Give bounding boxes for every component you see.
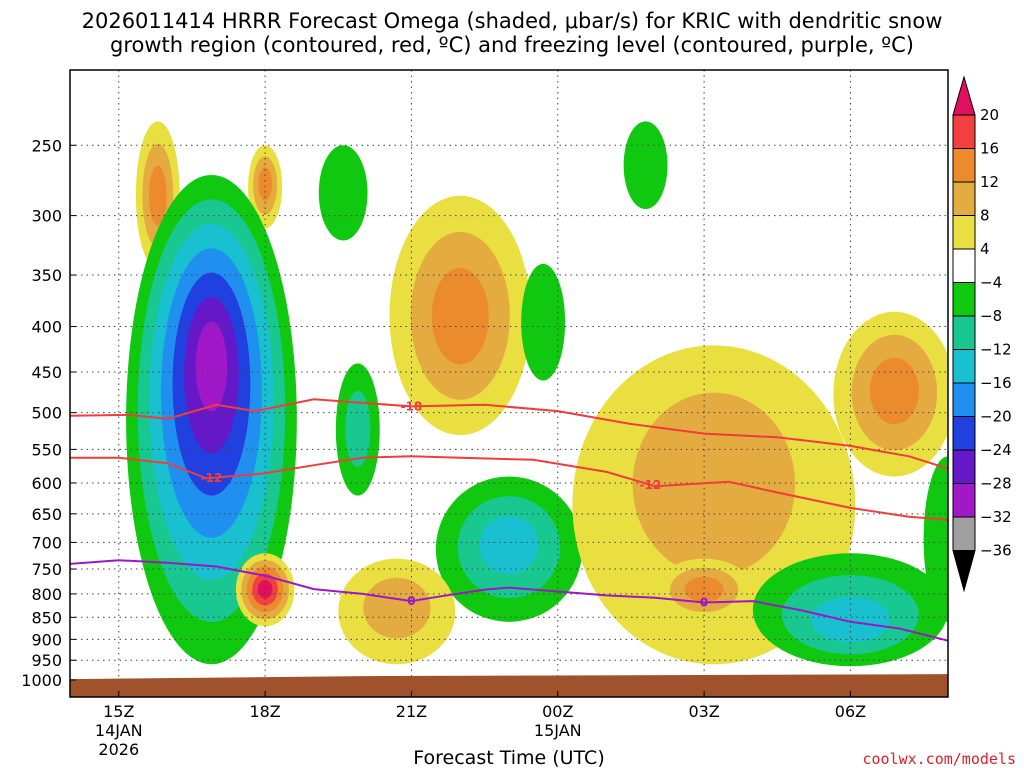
plot-frame [69,69,949,698]
dgz-label-extra: -12 [640,478,662,492]
colorbar-label-6: −8 [980,307,1002,325]
y-tick-label-10: 750 [31,560,62,579]
colorbar-label-1: 16 [980,140,999,158]
colorbar-swatch-6 [952,282,976,317]
chart-title-line-2: growth region (contoured, red, ºC) and f… [110,33,914,57]
colorbar-label-5: −4 [980,274,1002,292]
omega-shell-broad-02z-positive-1 [632,392,796,576]
y-tick-label-4: 450 [31,363,62,382]
x-tick-label-3: 00Z [542,702,573,721]
colorbar-swatch-13 [952,516,976,551]
terrain-ground [70,674,948,697]
omega-shell-main-descent-column-6 [195,321,228,412]
x-tick-label-2: 21Z [396,702,427,721]
y-tick-label-12: 850 [31,608,62,627]
colorbar-label-3: 8 [980,207,990,225]
colorbar-label-8: −16 [980,374,1012,392]
y-tick-label-14: 950 [31,651,62,670]
y-tick-label-2: 350 [31,266,62,285]
colorbar-swatch-12 [952,483,976,518]
y-tick-label-5: 500 [31,404,62,423]
dgz-label-0: -18 [401,399,423,413]
colorbar-swatch-9 [952,382,976,417]
x-tick-date-3: 15JAN [534,721,582,740]
omega-shell-upper-left-positive-2 [148,165,167,226]
credit-text: coolwx.com/models [862,750,1016,768]
omega-shell-upper-02z-negative-0 [623,121,668,210]
colorbar-label-10: −24 [980,441,1012,459]
omega-shell-mid-07z-positive-2 [869,357,919,425]
colorbar-label-11: −28 [980,475,1012,493]
axes: 250 300 350 400 450 500 550 600 650 700 750 800 850 9… [21,69,949,759]
colorbar-label-0: 20 [980,106,999,124]
y-tick-label-9: 700 [31,533,62,552]
x-axis-title: Forecast Time (UTC) [413,747,604,768]
x-tick-label-5: 06Z [835,702,866,721]
omega-shell-low-06z-negative-2 [811,596,890,643]
omega-shell-low-23z-negative-2 [479,515,539,575]
colorbar-swatch-2 [952,148,976,183]
colorbar-top-arrow [952,75,976,116]
plot-area: -18 -12 -12 0 0 [70,70,948,697]
dgz-contour-0 [70,398,948,470]
y-tick-label-7: 600 [31,474,62,493]
y-tick-label-13: 900 [31,630,62,649]
plot-content: -18 -12 -12 0 0 [70,70,948,697]
colorbar-swatch-8 [952,349,976,384]
y-tick-label-0: 250 [31,136,62,155]
chart-title-line-1: 2026011414 HRRR Forecast Omega (shaded, … [82,9,943,33]
omega-shell-low-03z-positive-2 [684,576,724,603]
omega-shell-right-edge-negative-0 [923,456,948,622]
x-tick-label-0: 15Z [103,702,134,721]
y-tick-label-15: 1000 [21,671,62,690]
omega-shell-upper-21z-positive-2 [431,268,489,365]
colorbar-swatch-4 [952,215,976,250]
y-tick-label-8: 650 [31,505,62,524]
omega-shell-low-21z-positive-1 [363,577,431,639]
y-tick-label-1: 300 [31,207,62,226]
dgz-label-1: -12 [201,471,223,485]
colorbar-swatch-10 [952,416,976,451]
omega-shell-mid-23z-negative-0 [521,263,566,381]
y-tick-label-11: 800 [31,585,62,604]
colorbar: 20 16 12 8 4 −4 −8 −12 −16 −20 −24 −28 −32 −36 [952,75,1012,593]
colorbar-swatch-11 [952,449,976,484]
freezing-label-0: 0 [407,594,415,608]
colorbar-swatch-3 [952,181,976,216]
colorbar-label-7: −12 [980,341,1012,359]
x-tick-label-4: 03Z [688,702,719,721]
x-tick-date-0: 14JAN [95,721,143,740]
colorbar-bottom-arrow [952,550,976,593]
colorbar-label-12: −32 [980,508,1012,526]
colorbar-label-4: 4 [980,240,990,258]
y-tick-label-3: 400 [31,318,62,337]
omega-shell-upper-18z-positive-2 [258,167,272,201]
colorbar-swatch-1 [952,114,976,149]
x-tick-year-0: 2026 [98,740,139,759]
colorbar-swatch-7 [952,315,976,350]
omega-shell-upper-19z-negative-0 [318,145,368,241]
colorbar-label-13: −36 [980,542,1012,560]
freezing-label-1: 0 [700,596,708,610]
omega-shell-mid-20z-negative-1 [345,390,371,467]
colorbar-label-9: −20 [980,408,1012,426]
y-tick-label-6: 550 [31,440,62,459]
colorbar-label-2: 12 [980,173,999,191]
x-tick-label-1: 18Z [249,702,280,721]
colorbar-swatch-5 [952,248,976,283]
dgz-contour-1 [70,455,948,521]
freezing-level-contour [70,559,948,642]
